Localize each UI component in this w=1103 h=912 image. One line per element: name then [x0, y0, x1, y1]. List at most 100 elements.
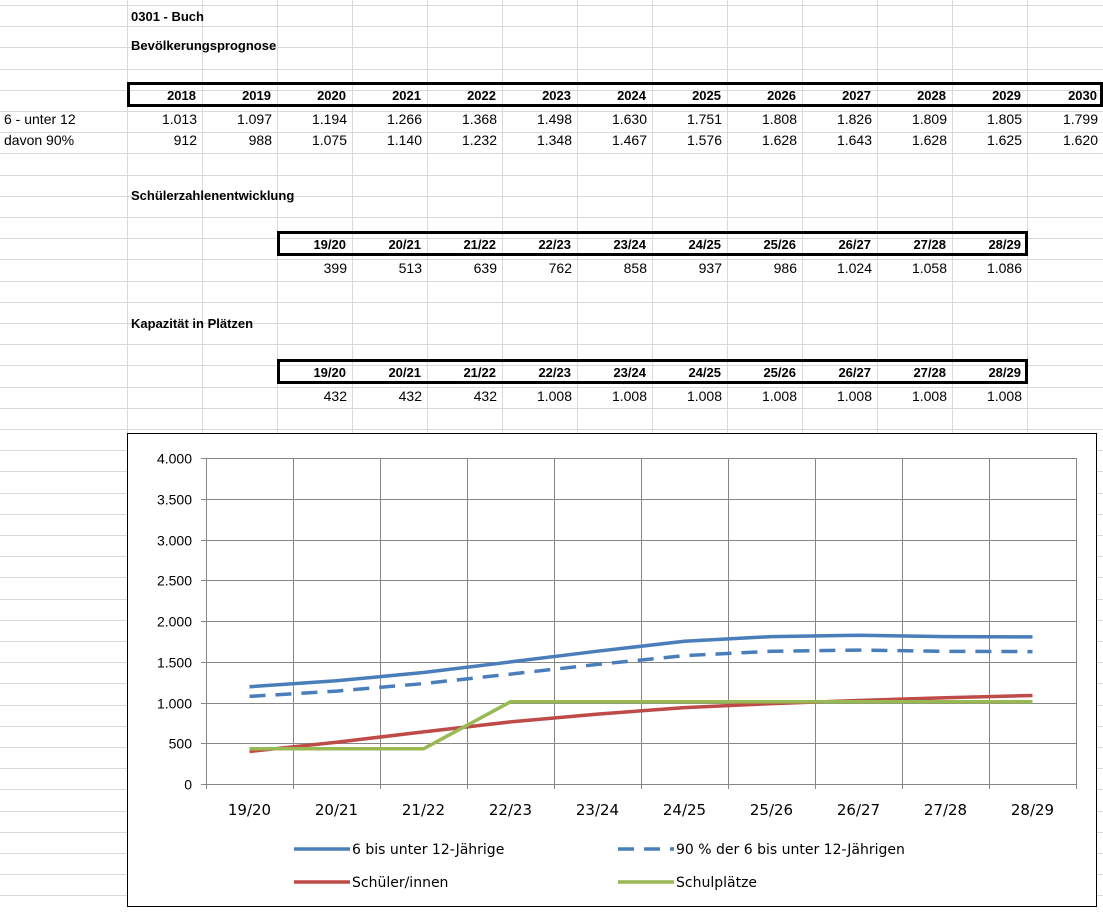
population-year-header[interactable]: 2027	[842, 88, 871, 103]
population-year-header[interactable]: 2024	[617, 88, 646, 103]
students-year-header[interactable]: 26/27	[838, 237, 871, 252]
students-year-header[interactable]: 21/22	[463, 237, 496, 252]
students-year-header[interactable]: 24/25	[688, 237, 721, 252]
population-year-header[interactable]: 2022	[467, 88, 496, 103]
sheet-title[interactable]: 0301 - Buch	[131, 9, 204, 24]
students-year-header[interactable]: 20/21	[388, 237, 421, 252]
population-value[interactable]: 1.620	[1062, 132, 1098, 148]
legend-label: Schulplätze	[676, 875, 757, 891]
population-value[interactable]: 1.194	[311, 111, 347, 127]
population-year-header[interactable]: 2018	[167, 88, 196, 103]
students-value[interactable]: 513	[398, 260, 422, 276]
x-tick-label: 27/28	[924, 801, 967, 819]
students-year-header[interactable]: 19/20	[313, 237, 346, 252]
population-year-header[interactable]: 2025	[692, 88, 721, 103]
capacity-value[interactable]: 432	[473, 388, 497, 404]
population-year-header[interactable]: 2028	[917, 88, 946, 103]
students-section-title[interactable]: Schülerzahlenentwicklung	[131, 188, 295, 203]
population-value[interactable]: 1.368	[461, 111, 497, 127]
population-value[interactable]: 1.826	[836, 111, 872, 127]
population-value[interactable]: 1.097	[236, 111, 272, 127]
students-year-header[interactable]: 25/26	[763, 237, 796, 252]
population-value[interactable]: 1.075	[311, 132, 347, 148]
chart-plot: 0 500 1.000 1.500 2.000 2.500 3.000 3.500 4.000 1…	[157, 451, 1077, 891]
capacity-value[interactable]: 1.008	[686, 388, 722, 404]
population-year-header[interactable]: 2023	[542, 88, 571, 103]
x-tick-label: 23/24	[576, 801, 619, 819]
population-value[interactable]: 1.498	[536, 111, 572, 127]
y-tick-label: 4.000	[157, 451, 192, 467]
students-value[interactable]: 858	[623, 260, 647, 276]
y-tick-label: 1.500	[157, 655, 192, 671]
population-value[interactable]: 1.266	[386, 111, 422, 127]
population-value[interactable]: 1.625	[986, 132, 1022, 148]
population-value[interactable]: 1.348	[536, 132, 572, 148]
capacity-value[interactable]: 1.008	[536, 388, 572, 404]
population-value[interactable]: 1.628	[911, 132, 947, 148]
population-value[interactable]: 1.805	[986, 111, 1022, 127]
students-value[interactable]: 1.086	[986, 260, 1022, 276]
population-value[interactable]: 1.232	[461, 132, 497, 148]
capacity-year-header[interactable]: 20/21	[388, 365, 421, 380]
population-value[interactable]: 1.630	[611, 111, 647, 127]
legend-label: 6 bis unter 12-Jährige	[352, 842, 504, 858]
capacity-value[interactable]: 1.008	[761, 388, 797, 404]
population-row-label[interactable]: davon 90%	[4, 132, 75, 148]
population-value[interactable]: 1.628	[761, 132, 797, 148]
sheet-subtitle[interactable]: Bevölkerungsprognose	[131, 38, 277, 53]
x-tick-label: 26/27	[837, 801, 880, 819]
capacity-year-header[interactable]: 28/29	[988, 365, 1021, 380]
y-tick-label: 3.000	[157, 533, 192, 549]
capacity-year-header[interactable]: 22/23	[538, 365, 571, 380]
population-value[interactable]: 988	[248, 132, 272, 148]
y-tick-label: 2.500	[157, 573, 192, 589]
population-year-header[interactable]: 2029	[992, 88, 1021, 103]
population-value[interactable]: 1.467	[611, 132, 647, 148]
y-tick-label: 0	[184, 777, 192, 793]
population-value[interactable]: 1.808	[761, 111, 797, 127]
capacity-year-header[interactable]: 27/28	[913, 365, 946, 380]
capacity-year-header[interactable]: 24/25	[688, 365, 721, 380]
population-year-header[interactable]: 2021	[392, 88, 421, 103]
students-value[interactable]: 1.058	[911, 260, 947, 276]
capacity-value[interactable]: 432	[398, 388, 422, 404]
students-value[interactable]: 399	[323, 260, 347, 276]
capacity-value[interactable]: 1.008	[911, 388, 947, 404]
population-year-header[interactable]: 2026	[767, 88, 796, 103]
capacity-value[interactable]: 1.008	[836, 388, 872, 404]
students-year-header[interactable]: 28/29	[988, 237, 1021, 252]
population-value[interactable]: 1.809	[911, 111, 947, 127]
y-tick-label: 2.000	[157, 614, 192, 630]
students-year-header[interactable]: 22/23	[538, 237, 571, 252]
students-year-header[interactable]: 23/24	[613, 237, 646, 252]
population-year-header[interactable]: 2019	[242, 88, 271, 103]
x-tick-label: 22/23	[489, 801, 532, 819]
students-value[interactable]: 639	[473, 260, 497, 276]
capacity-value[interactable]: 1.008	[986, 388, 1022, 404]
capacity-section-title[interactable]: Kapazität in Plätzen	[131, 316, 254, 331]
capacity-value[interactable]: 1.008	[611, 388, 647, 404]
students-value[interactable]: 986	[773, 260, 797, 276]
capacity-year-header[interactable]: 23/24	[613, 365, 646, 380]
line-chart[interactable]: 0 500 1.000 1.500 2.000 2.500 3.000 3.500 4.000 1…	[127, 433, 1097, 907]
capacity-year-header[interactable]: 25/26	[763, 365, 796, 380]
students-value[interactable]: 937	[698, 260, 722, 276]
capacity-year-header[interactable]: 26/27	[838, 365, 871, 380]
capacity-year-header[interactable]: 19/20	[313, 365, 346, 380]
population-value[interactable]: 1.013	[161, 111, 197, 127]
x-tick-label: 20/21	[315, 801, 358, 819]
population-year-header[interactable]: 2020	[317, 88, 346, 103]
population-value[interactable]: 1.576	[686, 132, 722, 148]
capacity-value[interactable]: 432	[323, 388, 347, 404]
population-value[interactable]: 1.140	[386, 132, 422, 148]
population-year-header[interactable]: 2030	[1068, 88, 1097, 103]
population-value[interactable]: 912	[173, 132, 197, 148]
population-value[interactable]: 1.799	[1062, 111, 1098, 127]
capacity-year-header[interactable]: 21/22	[463, 365, 496, 380]
population-row-label[interactable]: 6 - unter 12	[4, 111, 76, 127]
students-year-header[interactable]: 27/28	[913, 237, 946, 252]
population-value[interactable]: 1.643	[836, 132, 872, 148]
students-value[interactable]: 1.024	[836, 260, 872, 276]
population-value[interactable]: 1.751	[686, 111, 722, 127]
students-value[interactable]: 762	[548, 260, 572, 276]
